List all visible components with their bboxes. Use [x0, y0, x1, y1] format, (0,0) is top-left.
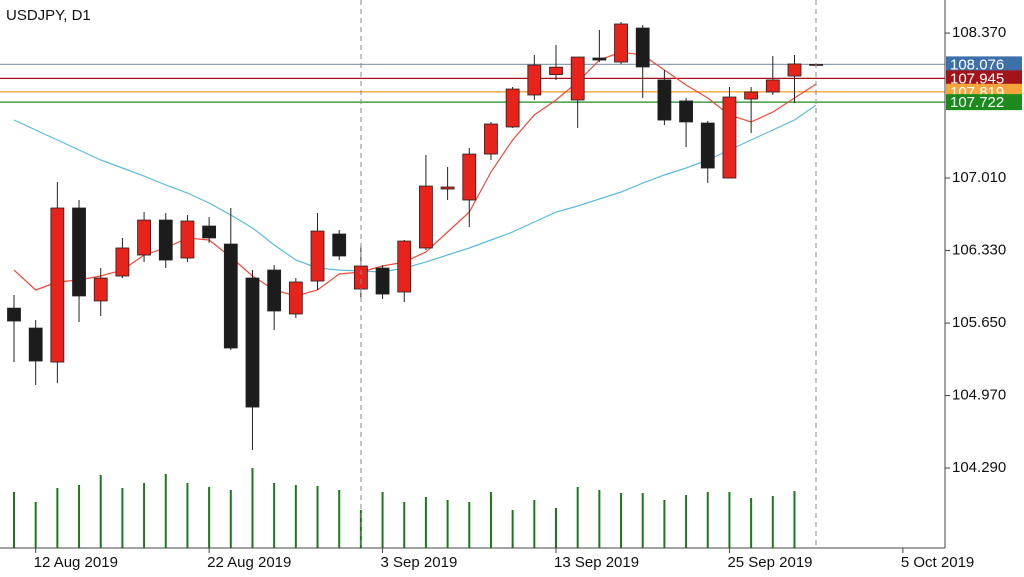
candle-body — [72, 207, 86, 297]
candle-body — [28, 327, 43, 362]
candle-body — [484, 123, 498, 155]
candle-body — [614, 23, 628, 63]
price-label: 108.076 — [950, 56, 1004, 73]
candle-body — [397, 240, 412, 293]
candle-body — [137, 219, 151, 256]
candle-body — [245, 277, 260, 408]
x-tick-label: 25 Sep 2019 — [727, 554, 812, 571]
candle-body — [310, 230, 325, 282]
candle-body — [50, 207, 65, 363]
candle-body — [679, 100, 693, 123]
candle-body — [353, 265, 368, 290]
price-label: 107.722 — [950, 94, 1004, 111]
price-label: 107.945 — [950, 70, 1004, 87]
candle-body — [288, 281, 303, 315]
candle-body — [267, 269, 282, 312]
y-tick-label: 104.970 — [952, 387, 1006, 404]
candle-body — [115, 247, 130, 277]
candle-body — [787, 63, 802, 77]
y-tick-label: 107.010 — [952, 169, 1006, 186]
candle-body — [419, 185, 433, 249]
candle-body — [223, 243, 238, 349]
x-tick-label: 12 Aug 2019 — [34, 554, 118, 571]
price-label-box — [946, 94, 1022, 111]
candle-body — [505, 88, 520, 128]
candle-body — [180, 220, 195, 259]
candle-body — [549, 66, 563, 76]
y-tick-label: 108.370 — [952, 24, 1006, 41]
price-label-box — [946, 56, 1022, 73]
x-tick-label: 3 Sep 2019 — [381, 554, 458, 571]
candle-body — [635, 27, 650, 68]
candle-body — [375, 267, 390, 295]
price-label-box — [946, 70, 1022, 87]
x-tick-label: 5 Oct 2019 — [901, 554, 974, 571]
candle-body — [570, 56, 585, 101]
x-tick-label: 13 Sep 2019 — [554, 554, 639, 571]
candle-body — [332, 233, 347, 257]
candle-body — [462, 153, 477, 201]
candle-body — [765, 79, 780, 93]
y-tick-label: 105.650 — [952, 314, 1006, 331]
candle-body — [158, 219, 173, 261]
candle-body — [7, 307, 21, 322]
candle-body — [722, 96, 737, 179]
candle-body — [657, 79, 672, 121]
y-tick-label: 106.330 — [952, 242, 1006, 259]
candle-body — [202, 225, 217, 239]
candle-body — [93, 277, 108, 302]
x-tick-label: 22 Aug 2019 — [207, 554, 291, 571]
candle-body — [700, 122, 715, 169]
candle-body — [527, 64, 542, 96]
candle-body — [592, 57, 607, 61]
candle-body — [440, 186, 455, 190]
moving-average-line — [13, 104, 817, 273]
y-tick-label: 104.290 — [952, 459, 1006, 476]
plot-area — [0, 21, 945, 548]
candle-body — [744, 91, 759, 100]
chart-title: USDJPY, D1 — [6, 7, 91, 24]
